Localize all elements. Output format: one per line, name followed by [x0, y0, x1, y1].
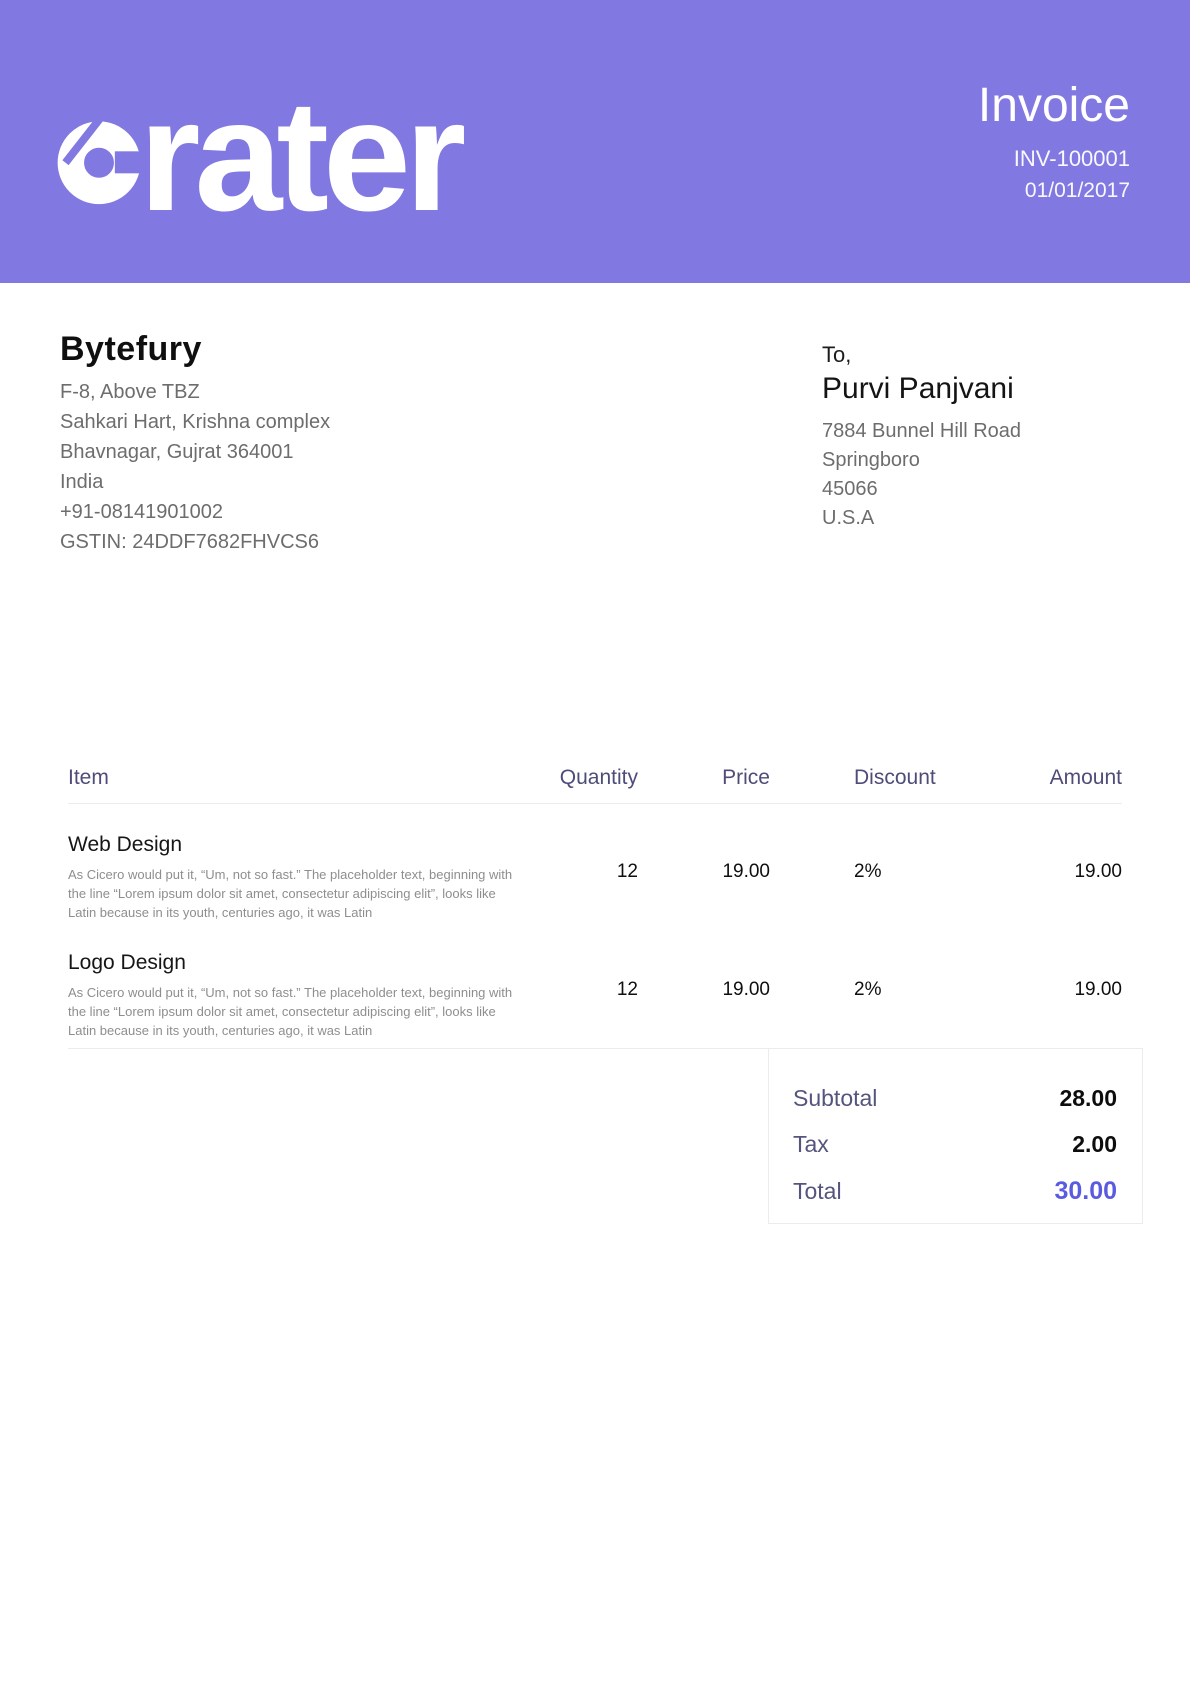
client-address-line: 45066	[822, 478, 878, 500]
column-header-price: Price	[722, 766, 770, 789]
item-price: 19.00	[722, 979, 770, 1000]
client-address-line: Springboro	[822, 449, 920, 471]
client-address-line: 7884 Bunnel Hill Road	[822, 420, 1022, 442]
addresses-section: Bytefury F-8, Above TBZ Sahkari Hart, Kr…	[0, 329, 1190, 557]
item-quantity: 12	[616, 861, 638, 882]
items-table: Item Quantity Price Discount Amount Web …	[68, 765, 1143, 1224]
seller-gstin: GSTIN: 24DDF7682FHVCS6	[60, 531, 319, 553]
tax-row: Tax 2.00	[793, 1129, 1117, 1159]
seller-address-line: Bhavnagar, Gujrat 364001	[60, 441, 294, 463]
header-band: rater Invoice INV-100001 01/01/2017	[0, 0, 1190, 283]
client-name: Purvi Panjvani	[822, 372, 1014, 405]
column-header-discount: Discount	[854, 766, 936, 789]
bill-to-block: To, Purvi Panjvani 7884 Bunnel Hill Road…	[822, 341, 1122, 557]
total-value: 30.00	[1054, 1177, 1117, 1205]
subtotal-row: Subtotal 28.00	[793, 1083, 1117, 1113]
subtotal-label: Subtotal	[793, 1085, 878, 1111]
total-label: Total	[793, 1178, 842, 1204]
invoice-title: Invoice	[977, 78, 1130, 132]
seller-block: Bytefury F-8, Above TBZ Sahkari Hart, Kr…	[60, 329, 330, 557]
column-header-item: Item	[68, 766, 109, 789]
item-discount: 2%	[854, 979, 882, 1000]
seller-phone: +91-08141901002	[60, 501, 223, 523]
item-cell: Web Design As Cicero would put it, “Um, …	[68, 831, 518, 922]
item-amount: 19.00	[1074, 861, 1122, 882]
total-row: Total 30.00	[793, 1175, 1117, 1207]
column-header-quantity: Quantity	[559, 766, 638, 789]
client-address-line: U.S.A	[822, 507, 875, 529]
seller-address-line: India	[60, 471, 104, 493]
crater-logo-c-icon	[57, 116, 143, 204]
item-name: Logo Design	[68, 951, 186, 974]
totals-box: Subtotal 28.00 Tax 2.00 Total 30.00	[768, 1048, 1143, 1224]
seller-address-line: F-8, Above TBZ	[60, 381, 200, 403]
invoice-header-block: Invoice INV-100001 01/01/2017	[977, 78, 1130, 204]
tax-label: Tax	[793, 1131, 829, 1157]
seller-name: Bytefury	[60, 330, 202, 368]
client-address: 7884 Bunnel Hill Road Springboro 45066 U…	[822, 417, 1122, 533]
item-discount: 2%	[854, 861, 882, 882]
table-body: Web Design As Cicero would put it, “Um, …	[68, 804, 1122, 1049]
item-price: 19.00	[722, 861, 770, 882]
item-description: As Cicero would put it, “Um, not so fast…	[68, 985, 513, 1038]
item-description: As Cicero would put it, “Um, not so fast…	[68, 867, 513, 920]
seller-address-line: Sahkari Hart, Krishna complex	[60, 411, 331, 433]
item-amount: 19.00	[1074, 979, 1122, 1000]
item-row: Web Design As Cicero would put it, “Um, …	[68, 804, 1122, 922]
invoice-number: INV-100001	[1013, 146, 1130, 172]
subtotal-value: 28.00	[1059, 1085, 1117, 1111]
invoice-date: 01/01/2017	[1024, 179, 1130, 203]
seller-address: F-8, Above TBZ Sahkari Hart, Krishna com…	[60, 377, 330, 557]
column-header-amount: Amount	[1049, 766, 1122, 789]
logo-wordmark: rater	[139, 67, 466, 244]
item-name: Web Design	[68, 833, 183, 856]
item-cell: Logo Design As Cicero would put it, “Um,…	[68, 949, 518, 1040]
tax-value: 2.00	[1072, 1131, 1117, 1157]
brand-logo: rater	[55, 67, 466, 244]
bill-to-label: To,	[822, 342, 852, 367]
item-quantity: 12	[616, 979, 638, 1000]
table-header-row: Item Quantity Price Discount Amount	[68, 765, 1122, 804]
item-row: Logo Design As Cicero would put it, “Um,…	[68, 922, 1122, 1048]
